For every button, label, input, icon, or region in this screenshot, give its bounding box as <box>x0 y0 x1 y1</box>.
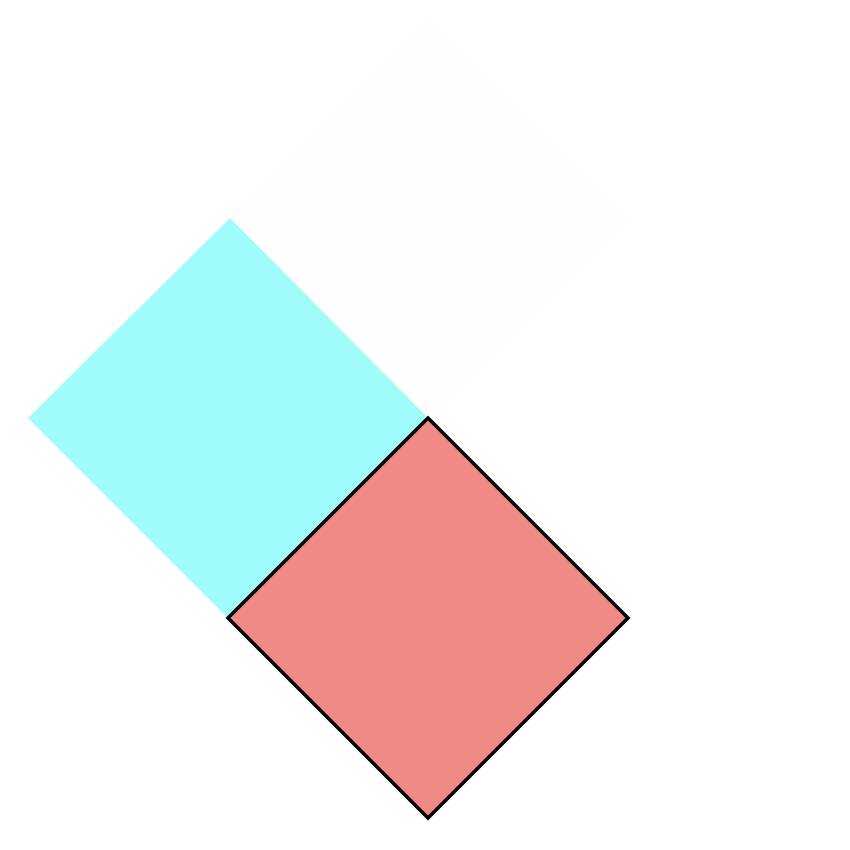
faint-upper-square <box>230 18 628 418</box>
lower-square <box>225 415 631 821</box>
